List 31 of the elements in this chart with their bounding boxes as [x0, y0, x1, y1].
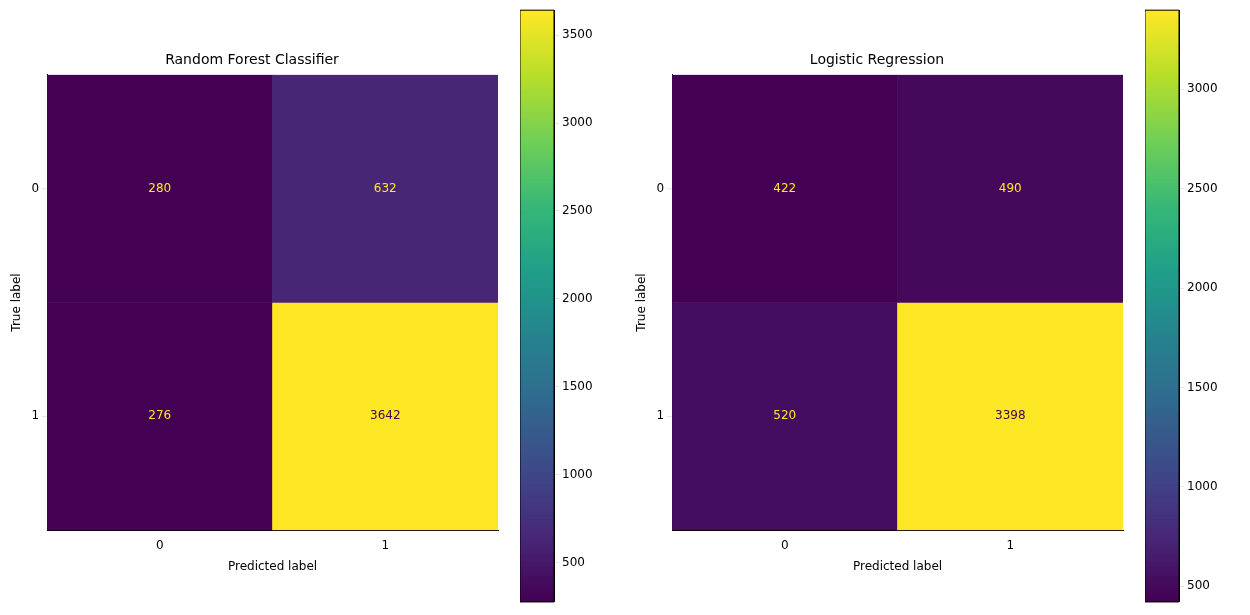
color-bar-label: 2500: [1187, 180, 1218, 195]
data-label: 632: [373, 180, 397, 195]
color-bar-label: 2000: [562, 290, 593, 305]
color-bar-label: 2500: [562, 203, 593, 218]
data-label: 422: [773, 180, 797, 195]
x-tick-label: 0: [780, 537, 789, 552]
x-axis-title: Predicted label: [227, 558, 318, 573]
color-bar-label: 3000: [562, 115, 593, 130]
data-label: 280: [148, 180, 172, 195]
chart-title: Random Forest Classifier: [165, 51, 340, 68]
color-bar-label: 3000: [1187, 81, 1218, 96]
y-axis-title: True label: [9, 273, 24, 333]
color-bar-label: 1000: [1187, 479, 1218, 494]
chart-title: Logistic Regression: [809, 51, 945, 68]
color-bar-label: 1500: [1187, 379, 1218, 394]
x-tick-label: 0: [155, 537, 164, 552]
data-label: 3398: [994, 408, 1026, 423]
x-axis-title: Predicted label: [852, 558, 943, 573]
x-tick-label: 1: [1006, 537, 1015, 552]
color-bar-label: 2000: [1187, 280, 1218, 295]
color-bar-label: 3500: [562, 27, 593, 42]
data-label: 490: [998, 180, 1022, 195]
data-label: 276: [148, 408, 172, 423]
color-bar-label: 1500: [562, 378, 593, 393]
y-axis-title: True label: [634, 273, 649, 333]
color-bar-label: 1000: [562, 466, 593, 481]
color-bar-label: 500: [1187, 578, 1210, 593]
data-label: 520: [773, 408, 797, 423]
color-bar-label: 500: [562, 554, 585, 569]
x-tick-label: 1: [381, 537, 390, 552]
data-label: 3642: [369, 408, 401, 423]
